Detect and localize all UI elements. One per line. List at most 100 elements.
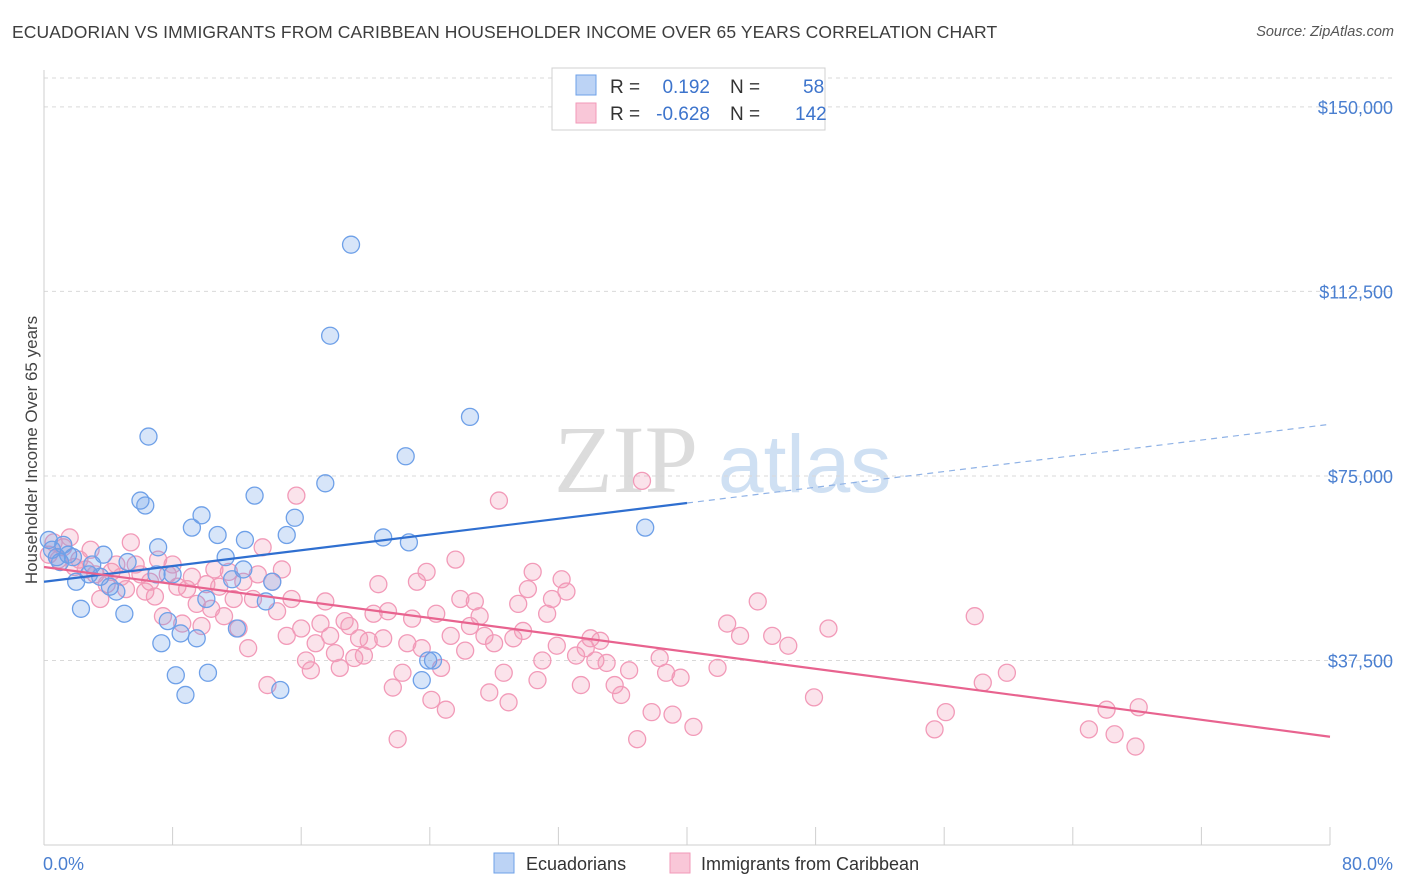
trend-lines [43,423,1331,738]
caribbean-point-82 [436,700,456,719]
caribbean-point-130 [763,626,782,646]
caribbean-point-132 [804,688,824,707]
caribbean-point-48 [272,560,292,579]
caribbean-point-83 [441,626,460,646]
caribbean-point-99 [518,579,538,599]
ecuadorian-point-28 [182,518,202,537]
caribbean-point-52 [292,619,311,638]
caribbean-point-131 [779,636,798,655]
caribbean-point-109 [571,675,591,695]
ecuadorian-point-24 [163,565,182,584]
caribbean-point-118 [628,730,647,749]
ecuadorian-point-30 [192,506,211,525]
caribbean-point-41 [239,639,258,658]
legend-swatch-ecuadorians [575,74,597,96]
caribbean-point-117 [619,661,639,680]
ecuadorian-point-4 [54,535,73,554]
caribbean-point-124 [671,668,690,687]
ecuadorian-point-47 [341,235,361,254]
legend-n-label-2: N = [730,104,760,125]
caribbean-point-141 [1105,725,1124,744]
caribbean-point-127 [718,614,737,633]
caribbean-point-69 [374,629,393,648]
caribbean-point-105 [547,636,566,655]
watermark: ZIP atlas [554,406,891,513]
caribbean-point-97 [509,594,528,614]
ecuadorian-point-37 [234,560,253,579]
caribbean-point-16 [121,533,140,552]
ecuadorian-point-27 [176,685,195,705]
caribbean-point-102 [533,651,552,670]
caribbean-point-90 [475,626,494,646]
caribbean-point-135 [936,702,955,722]
ecuadorian-point-29 [187,629,206,648]
caribbean-trend-line [43,565,1331,738]
caribbean-point-38 [224,589,243,609]
caribbean-point-93 [489,491,509,510]
source-label: Source: ZipAtlas.com [1256,24,1394,40]
y-tick-label-1: $75,000 [1328,467,1393,487]
legend-r-value-2: -0.628 [656,104,710,125]
legend-n-label-1: N = [730,77,760,98]
ecuadorian-trend-line [43,501,688,583]
caribbean-point-133 [819,619,838,638]
caribbean-point-86 [456,641,475,660]
ecuadorian-trend-extension [686,423,1331,504]
caribbean-point-53 [296,651,316,670]
ecuadorian-point-34 [216,547,235,567]
ecuadorian-point-43 [277,525,296,545]
legend-r-label-2: R = [610,104,640,125]
caribbean-point-122 [656,663,676,682]
caribbean-point-137 [973,673,992,692]
ecuadorian-point-0 [39,530,58,550]
legend-r-label-1: R = [610,77,640,98]
ecuadorian-point-6 [63,547,83,567]
y-tick-label-0: $37,500 [1328,651,1393,671]
caribbean-point-66 [359,631,378,650]
caribbean-point-19 [136,582,155,601]
caribbean-point-21 [145,587,165,606]
ecuadorian-point-49 [396,447,415,466]
ecuadorian-point-39 [245,486,264,505]
caribbean-point-139 [1079,720,1099,739]
caribbean-point-68 [369,575,388,594]
ecuadorian-point-22 [152,634,171,653]
ecuadorian-point-26 [171,624,190,643]
bottom-legend-swatch-ecuadorians [493,852,515,874]
ecuadorian-point-25 [166,666,185,685]
ecuadorian-point-8 [71,599,91,618]
ecuadorian-point-32 [198,663,218,682]
caribbean-point-95 [499,693,518,712]
caribbean-point-29 [182,567,202,586]
caribbean-point-119 [632,471,652,491]
caribbean-point-94 [494,663,513,682]
caribbean-point-56 [311,614,330,633]
ecuadorian-point-19 [139,427,158,446]
ecuadorian-point-21 [148,538,168,557]
x-tick-label-min: 0.0% [43,854,84,874]
bottom-legend-swatch-caribbean [669,852,691,874]
caribbean-point-57 [316,592,335,611]
ecuadorian-point-42 [271,680,290,700]
caribbean-point-92 [484,634,504,653]
caribbean-point-58 [320,626,340,646]
caribbean-point-112 [586,651,605,670]
legend-n-value-2: 142 [795,104,827,125]
ecuadorian-point-52 [419,651,438,670]
caribbean-point-74 [398,634,417,653]
caribbean-point-60 [330,658,349,678]
x-tick-label-max: 80.0% [1342,854,1393,874]
y-tick-label-2: $112,500 [1319,282,1393,302]
caribbean-point-138 [997,663,1017,682]
bottom-legend-caribbean: Immigrants from Caribbean [701,854,919,874]
legend-n-value-1: 58 [803,77,824,98]
ecuadorian-point-14 [107,582,126,601]
ecuadorian-point-48 [374,528,393,547]
caribbean-point-128 [730,626,750,646]
caribbean-point-30 [187,594,206,614]
bottom-legend-ecuadorians: Ecuadorians [526,854,626,874]
caribbean-point-85 [451,589,470,609]
caribbean-point-89 [470,607,489,626]
caribbean-point-55 [306,634,325,653]
ecuadorian-point-15 [115,604,134,623]
